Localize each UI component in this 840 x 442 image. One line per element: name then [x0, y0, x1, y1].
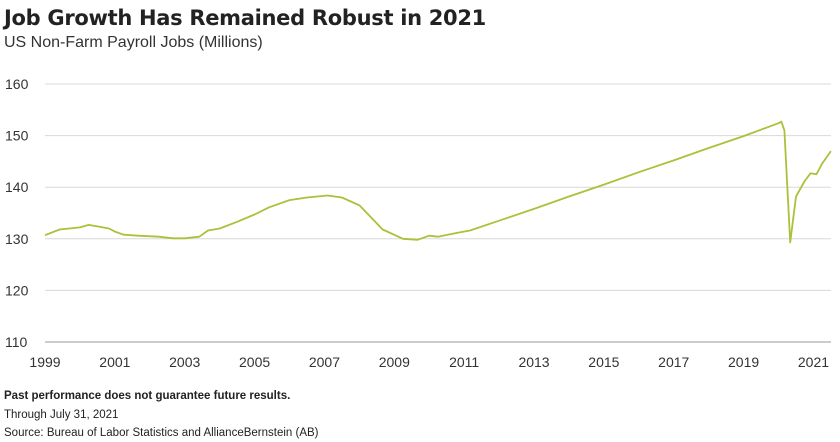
y-tick-label: 110 [5, 334, 28, 350]
chart-title: Job Growth Has Remained Robust in 2021 [4, 6, 486, 30]
x-tick-label: 2009 [379, 354, 410, 370]
disclaimer: Past performance does not guarantee futu… [4, 390, 291, 402]
x-tick-label: 2013 [518, 354, 549, 370]
x-tick-label: 2019 [728, 354, 759, 370]
x-tick-label: 2001 [99, 354, 130, 370]
chart-subtitle: US Non-Farm Payroll Jobs (Millions) [4, 34, 263, 51]
y-tick-label: 160 [5, 76, 29, 92]
x-tick-label: 1999 [29, 354, 60, 370]
x-tick-label: 2017 [658, 354, 689, 370]
x-tick-label: 2021 [798, 354, 829, 370]
y-tick-label: 140 [5, 179, 29, 195]
y-tick-label: 120 [5, 282, 29, 298]
y-tick-label: 130 [5, 231, 29, 247]
through-date: Through July 31, 2021 [4, 409, 119, 421]
line-chart: 110 120 130 140 150 160 1999 2001 2003 2005 2007 20… [5, 76, 832, 370]
x-tick-label: 2003 [169, 354, 200, 370]
x-tick-label: 2007 [309, 354, 340, 370]
y-tick-label: 150 [5, 128, 29, 144]
x-tick-label: 2011 [449, 354, 479, 370]
x-tick-label: 2015 [588, 354, 619, 370]
source: Source: Bureau of Labor Statistics and A… [4, 427, 319, 439]
series-line [44, 120, 832, 244]
x-tick-label: 2005 [239, 354, 270, 370]
